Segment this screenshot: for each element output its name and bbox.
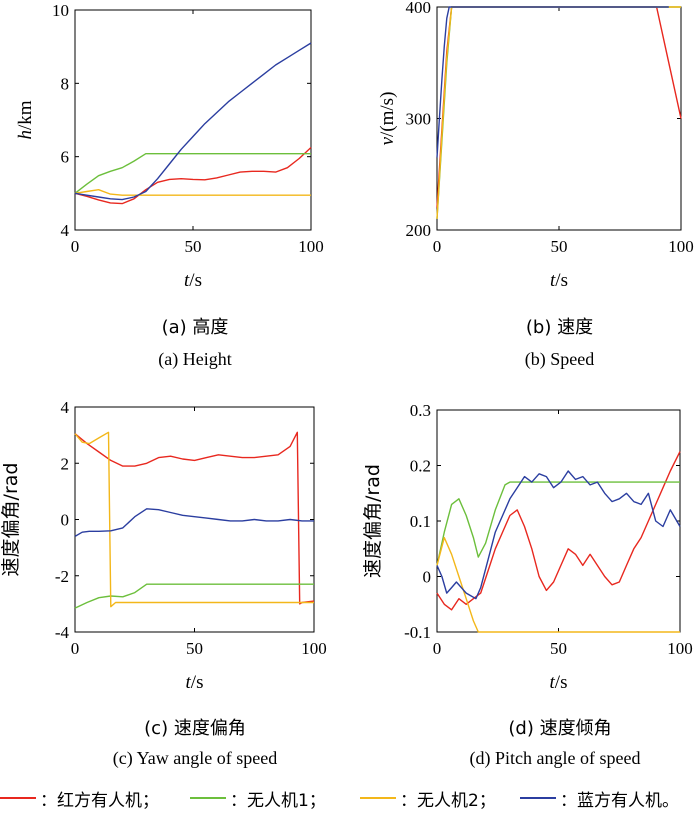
legend-label-yellow: ：无人机2； bbox=[400, 790, 496, 811]
y-axis-unit: /km bbox=[15, 100, 36, 130]
x-axis-unit: /s bbox=[555, 270, 568, 291]
chart-panel-c: 0 50 100 -4 -2 0 2 4 t/s 速度偏角/rad bbox=[0, 398, 327, 693]
legend-item-blue-manned: ：蓝方有人机。 bbox=[520, 783, 679, 813]
caption-d-en: (d) Pitch angle of speed bbox=[469, 748, 641, 768]
y-tick-label: 0 bbox=[423, 568, 432, 587]
x-axis-unit: /s bbox=[189, 270, 202, 291]
y-tick-label: 10 bbox=[52, 1, 69, 20]
x-tick-label: 0 bbox=[433, 639, 442, 658]
y-axis-label: 速度偏角/rad bbox=[0, 463, 22, 577]
series-line-0 bbox=[74, 146, 312, 205]
x-axis-var: t bbox=[550, 672, 556, 693]
y-axis-var: v bbox=[377, 136, 398, 145]
series-line-2 bbox=[436, 6, 681, 219]
legend-item-uav1: ：无人机1； bbox=[190, 783, 326, 813]
legend-label-green: ：无人机1； bbox=[230, 790, 326, 811]
y-tick-label: 0.2 bbox=[410, 457, 431, 476]
y-axis-var: h bbox=[15, 130, 36, 140]
caption-c-en: (c) Yaw angle of speed bbox=[112, 748, 278, 768]
series-line-2 bbox=[74, 431, 314, 608]
series-line-3 bbox=[436, 6, 669, 158]
legend-swatch-yellow bbox=[360, 797, 396, 799]
y-tick-label: 300 bbox=[406, 110, 432, 129]
series-line-2 bbox=[436, 536, 680, 633]
legend-swatch-blue bbox=[520, 797, 556, 799]
y-axis-label: v/(m/s) bbox=[377, 92, 398, 146]
y-tick-label: 0 bbox=[61, 511, 70, 530]
series-line-3 bbox=[74, 42, 312, 201]
legend: ：红方有人机； ：无人机1； ：无人机2； ：蓝方有人机。 bbox=[0, 783, 700, 813]
y-tick-label: -4 bbox=[55, 623, 70, 642]
series-line-0 bbox=[436, 451, 681, 611]
x-tick-label: 50 bbox=[550, 639, 567, 658]
legend-label-red: ：红方有人机； bbox=[40, 790, 159, 811]
series-line-3 bbox=[436, 470, 681, 600]
y-tick-label: 0.1 bbox=[410, 512, 431, 531]
series-line-2 bbox=[74, 188, 311, 196]
y-tick-label: 400 bbox=[406, 0, 432, 17]
caption-d-cn: (d) 速度倾角 bbox=[508, 718, 612, 739]
x-axis-var: t bbox=[186, 672, 192, 693]
series-line-0 bbox=[436, 6, 682, 208]
y-tick-label: 4 bbox=[61, 221, 70, 240]
x-tick-label: 100 bbox=[668, 237, 694, 256]
chart-panel-b: 0 50 100 200 300 400 t/s v/(m/s) bbox=[377, 0, 694, 291]
caption-b-cn: (b) 速度 bbox=[525, 317, 594, 338]
x-axis-var: t bbox=[550, 270, 556, 291]
x-tick-label: 100 bbox=[301, 639, 327, 658]
series-group bbox=[74, 42, 312, 205]
caption-b-en: (b) Speed bbox=[524, 349, 595, 369]
y-tick-label: -2 bbox=[55, 567, 69, 586]
y-axis-label: h/km bbox=[15, 100, 36, 139]
y-tick-label: 8 bbox=[61, 74, 70, 93]
x-tick-label: 50 bbox=[551, 237, 568, 256]
x-tick-label: 50 bbox=[185, 237, 202, 256]
plot-frame bbox=[74, 9, 312, 231]
series-group bbox=[74, 431, 315, 609]
legend-label-blue: ：蓝方有人机。 bbox=[560, 790, 679, 811]
y-axis-unit: /(m/s) bbox=[377, 92, 398, 137]
chart-panel-a: 0 50 100 4 6 8 10 t/s h/km bbox=[15, 1, 324, 291]
caption-a-cn: (a) 高度 bbox=[161, 317, 229, 338]
y-tick-label: 0.3 bbox=[410, 401, 431, 420]
caption-c-cn: (c) 速度偏角 bbox=[144, 718, 246, 739]
x-axis-unit: /s bbox=[191, 672, 204, 693]
x-axis-label: t/s bbox=[184, 270, 202, 291]
x-tick-label: 100 bbox=[298, 237, 324, 256]
series-line-3 bbox=[74, 508, 314, 538]
series-group bbox=[436, 6, 682, 219]
x-axis-label: t/s bbox=[550, 672, 568, 693]
x-tick-label: 0 bbox=[71, 237, 80, 256]
x-tick-label: 0 bbox=[71, 639, 80, 658]
series-line-1 bbox=[436, 6, 681, 219]
series-line-1 bbox=[436, 481, 680, 566]
y-tick-label: 2 bbox=[61, 454, 70, 473]
y-tick-label: 200 bbox=[406, 221, 432, 240]
caption-a-en: (a) Height bbox=[158, 349, 232, 369]
y-tick-label: 6 bbox=[61, 148, 70, 167]
series-group bbox=[436, 451, 681, 633]
x-tick-label: 100 bbox=[667, 639, 693, 658]
x-axis-var: t bbox=[184, 270, 190, 291]
plot-frame bbox=[436, 6, 682, 231]
series-line-1 bbox=[74, 152, 311, 194]
x-tick-label: 50 bbox=[186, 639, 203, 658]
series-line-1 bbox=[74, 583, 314, 609]
x-tick-label: 0 bbox=[433, 237, 442, 256]
x-axis-label: t/s bbox=[550, 270, 568, 291]
x-axis-unit: /s bbox=[555, 672, 568, 693]
y-tick-label: 4 bbox=[61, 398, 70, 417]
legend-swatch-green bbox=[190, 797, 226, 799]
legend-item-red-manned: ：红方有人机； bbox=[0, 783, 159, 813]
x-axis-label: t/s bbox=[186, 672, 204, 693]
legend-item-uav2: ：无人机2； bbox=[360, 783, 496, 813]
y-axis-label: 速度偏角/rad bbox=[362, 464, 384, 578]
legend-swatch-red bbox=[0, 797, 36, 799]
y-tick-label: -0.1 bbox=[404, 623, 431, 642]
series-line-0 bbox=[74, 431, 315, 605]
